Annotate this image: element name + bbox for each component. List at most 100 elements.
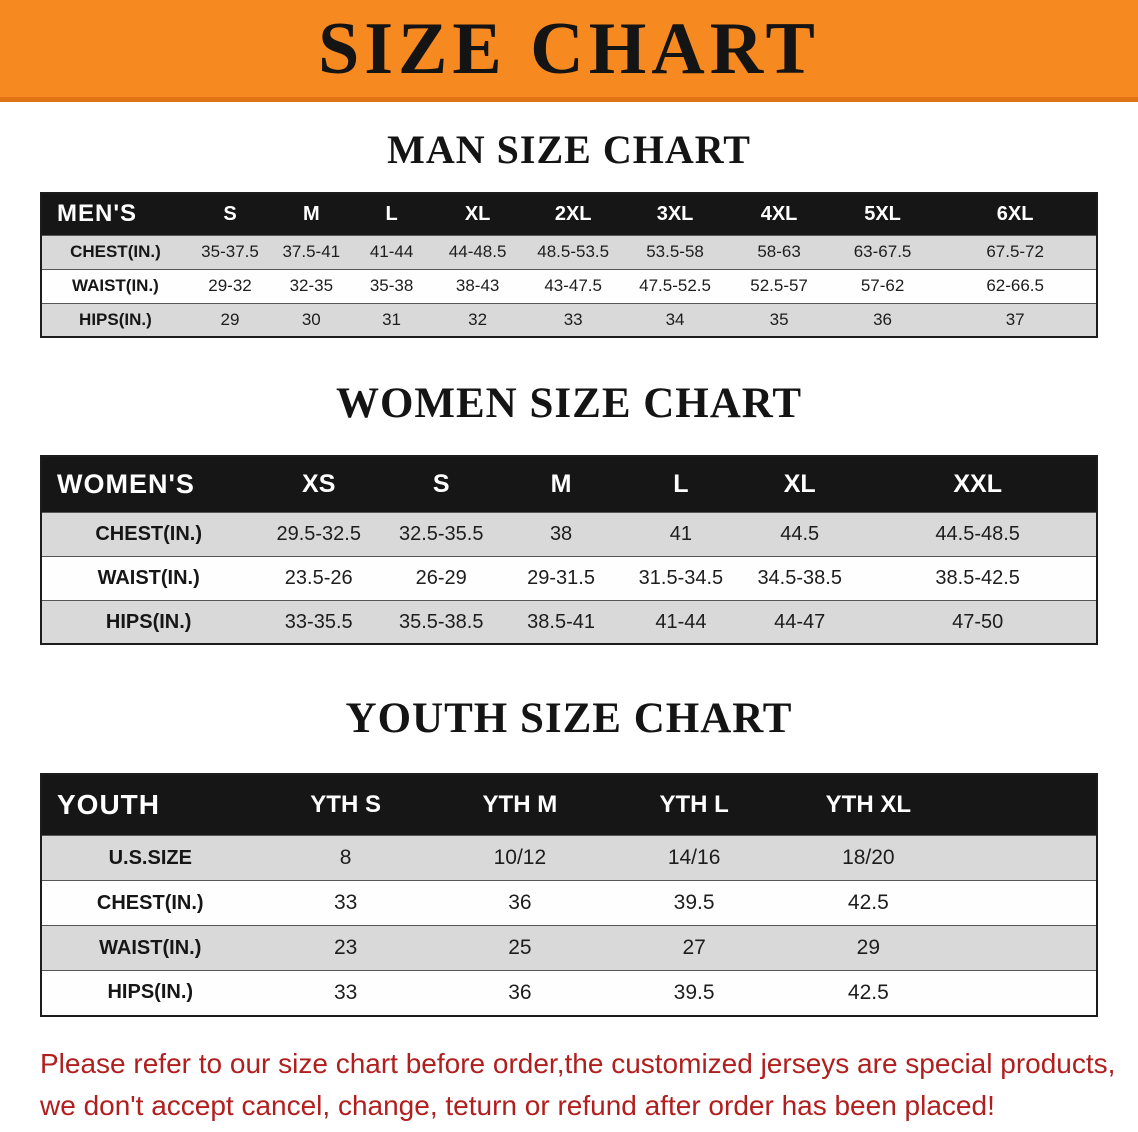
table-row: WAIST(IN.) 23 25 27 29 xyxy=(41,925,1097,971)
table-cell: 42.5 xyxy=(847,980,889,1004)
table-cell: 39.5 xyxy=(673,980,715,1004)
column-header-4xl: 4XL xyxy=(727,193,831,235)
men-table-title-cell: MEN'S xyxy=(41,193,189,235)
women-size-table: WOMEN'S XS S M L XL XXL CHEST(IN.) 29.5-32.5 32.5… xyxy=(40,455,1098,646)
table-cell: 38 xyxy=(549,522,573,545)
table-cell: 52.5-57 xyxy=(750,276,808,295)
row-label: CHEST(IN.) xyxy=(96,891,204,914)
table-cell: 29 xyxy=(856,936,881,960)
disclaimer-line-2: we don't accept cancel, change, teturn o… xyxy=(40,1089,995,1121)
women-table-title-cell: WOMEN'S xyxy=(41,456,256,513)
table-cell: 41-44 xyxy=(369,242,414,261)
table-row: HIPS(IN.) 29 30 31 32 33 34 35 36 37 xyxy=(41,303,1097,337)
youth-table-title-cell: YOUTH xyxy=(41,773,259,836)
row-label: WAIST(IN.) xyxy=(97,566,200,589)
table-cell: 23.5-26 xyxy=(284,566,353,589)
table-cell: 44-48.5 xyxy=(448,242,507,261)
table-cell: 26-29 xyxy=(415,566,467,589)
table-cell: 14/16 xyxy=(667,846,721,870)
table-cell: 63-67.5 xyxy=(853,242,912,261)
table-cell: 33 xyxy=(563,309,583,329)
column-header-yth-m: YTH M xyxy=(432,773,607,836)
table-cell: 29 xyxy=(220,309,240,329)
women-section-heading: WOMEN SIZE CHART xyxy=(335,380,803,427)
table-cell: 38-43 xyxy=(455,276,500,295)
row-label: CHEST(IN.) xyxy=(70,242,161,261)
table-cell: 42.5 xyxy=(847,891,889,915)
column-header-xs: XS xyxy=(255,456,383,513)
table-cell: 31.5-34.5 xyxy=(638,566,724,589)
row-label: HIPS(IN.) xyxy=(79,309,152,329)
banner: SIZE CHART xyxy=(0,0,1138,102)
table-cell: 31 xyxy=(382,309,402,329)
table-header-row: WOMEN'S XS S M L XL XXL xyxy=(41,456,1097,513)
row-label: HIPS(IN.) xyxy=(107,981,194,1004)
table-cell: 39.5 xyxy=(673,891,715,915)
disclaimer-line-1: Please refer to our size chart before or… xyxy=(40,1047,1116,1079)
column-header-s: S xyxy=(382,456,501,513)
row-filler-cell xyxy=(955,881,1097,926)
youth-size-table: YOUTH YTH S YTH M YTH L YTH XL U.S.SIZE 8 10/12… xyxy=(40,772,1098,1017)
table-cell: 41 xyxy=(669,522,693,545)
table-cell: 36 xyxy=(508,980,532,1004)
row-filler-cell xyxy=(955,836,1097,881)
column-header-2xl: 2XL xyxy=(523,193,623,235)
table-cell: 47.5-52.5 xyxy=(639,276,711,295)
table-cell: 36 xyxy=(873,309,893,329)
table-cell: 23 xyxy=(333,936,358,960)
table-cell: 27 xyxy=(682,936,706,960)
table-row: CHEST(IN.) 33 36 39.5 42.5 xyxy=(41,880,1097,926)
column-header-l: L xyxy=(351,193,432,235)
table-header-row: YOUTH YTH S YTH M YTH L YTH XL xyxy=(41,773,1097,836)
column-header-m: M xyxy=(500,456,622,513)
column-header-3xl: 3XL xyxy=(622,193,728,235)
table-cell: 37.5-41 xyxy=(282,242,341,261)
table-cell: 32-35 xyxy=(289,276,334,295)
column-header-yth-s: YTH S xyxy=(258,773,433,836)
size-chart-sections: MAN SIZE CHART MEN'S S M L XL 2XL 3XL 4XL 5XL 6XL C… xyxy=(0,128,1138,1017)
table-row: HIPS(IN.) 33-35.5 35.5-38.5 38.5-41 41-44 44-… xyxy=(41,600,1097,645)
size-chart-title: SIZE CHART xyxy=(318,7,820,90)
column-header-l: L xyxy=(621,456,741,513)
youth-size-section: YOUTH SIZE CHART YOUTH YTH S YTH M YTH L YTH … xyxy=(0,695,1138,1017)
row-filler-cell xyxy=(955,971,1097,1016)
table-cell: 33 xyxy=(333,891,358,915)
table-cell: 10/12 xyxy=(493,846,547,870)
table-cell: 36 xyxy=(508,891,532,915)
table-cell: 58-63 xyxy=(757,242,801,261)
women-size-section: WOMEN SIZE CHART WOMEN'S XS S M L XL XXL CHEST(I… xyxy=(0,380,1138,646)
table-cell: 29-32 xyxy=(208,276,252,295)
table-cell: 62-66.5 xyxy=(986,276,1044,295)
table-cell: 48.5-53.5 xyxy=(537,242,610,261)
table-row: WAIST(IN.) 23.5-26 26-29 29-31.5 31.5-34.5 34… xyxy=(41,556,1097,601)
table-header-row: MEN'S S M L XL 2XL 3XL 4XL 5XL 6XL xyxy=(41,193,1097,235)
row-label: WAIST(IN.) xyxy=(99,936,202,959)
table-cell: 29-31.5 xyxy=(527,566,595,589)
table-cell: 47-50 xyxy=(952,610,1004,633)
column-header-6xl: 6XL xyxy=(934,193,1097,235)
row-filler-cell xyxy=(955,926,1097,971)
row-label: U.S.SIZE xyxy=(108,846,192,869)
table-cell: 38.5-41 xyxy=(527,610,595,633)
table-cell: 44.5 xyxy=(780,522,820,545)
row-label: HIPS(IN.) xyxy=(105,610,192,633)
table-cell: 53.5-58 xyxy=(646,242,704,261)
table-cell: 25 xyxy=(508,936,532,960)
table-cell: 37 xyxy=(1005,309,1025,329)
column-header-s: S xyxy=(188,193,272,235)
youth-section-heading: YOUTH SIZE CHART xyxy=(345,695,793,743)
table-row: HIPS(IN.) 33 36 39.5 42.5 xyxy=(41,970,1097,1016)
column-header-xl: XL xyxy=(431,193,524,235)
table-cell: 44-47 xyxy=(774,610,826,633)
table-cell: 67.5-72 xyxy=(986,242,1044,261)
table-cell: 34 xyxy=(665,309,685,329)
column-header-yth-xl: YTH XL xyxy=(781,773,956,836)
table-cell: 35-37.5 xyxy=(201,242,259,261)
table-cell: 33 xyxy=(333,980,358,1004)
men-size-table: MEN'S S M L XL 2XL 3XL 4XL 5XL 6XL CHEST(IN.) 35-37… xyxy=(40,192,1098,338)
disclaimer-note: Please refer to our size chart before or… xyxy=(40,1043,1118,1127)
column-header-xl: XL xyxy=(740,456,860,513)
table-cell: 18/20 xyxy=(842,846,895,870)
table-cell: 29.5-32.5 xyxy=(276,522,361,545)
